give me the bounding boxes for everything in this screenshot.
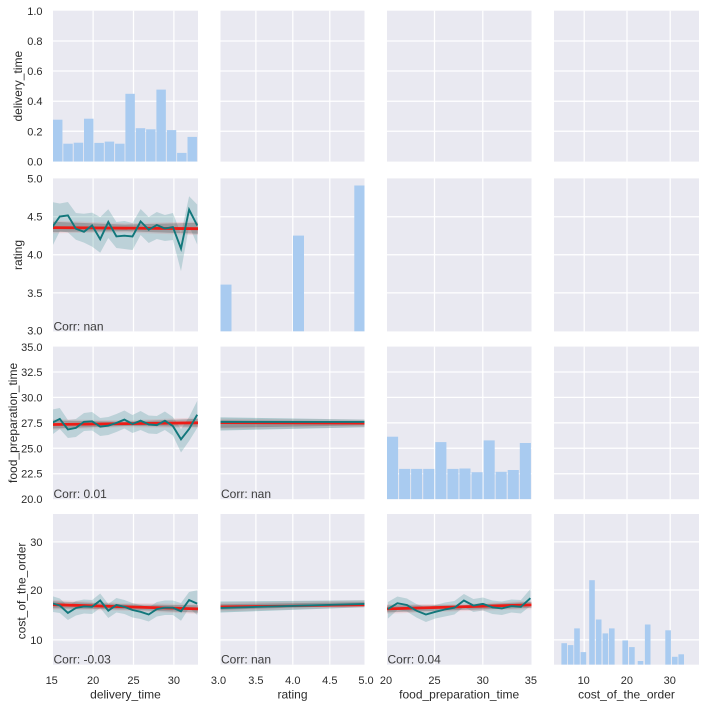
svg-text:3.5: 3.5 xyxy=(248,675,263,687)
svg-text:Corr: 0.04: Corr: 0.04 xyxy=(388,653,442,667)
svg-text:20: 20 xyxy=(87,675,99,687)
svg-text:10: 10 xyxy=(30,635,42,647)
svg-text:delivery_time: delivery_time xyxy=(90,688,161,702)
svg-text:20: 20 xyxy=(30,585,42,597)
svg-text:25: 25 xyxy=(428,675,440,687)
svg-text:0.4: 0.4 xyxy=(27,96,42,108)
svg-text:cost_of_the_order: cost_of_the_order xyxy=(578,688,675,702)
svg-text:4.5: 4.5 xyxy=(322,675,337,687)
svg-text:5.0: 5.0 xyxy=(27,173,42,185)
svg-text:30: 30 xyxy=(477,675,489,687)
svg-text:cost_of_the_order: cost_of_the_order xyxy=(15,543,29,640)
svg-text:35.0: 35.0 xyxy=(21,342,42,354)
svg-text:27.5: 27.5 xyxy=(21,418,42,430)
svg-text:food_preparation_time: food_preparation_time xyxy=(399,688,519,702)
svg-text:Corr: nan: Corr: nan xyxy=(221,487,271,501)
svg-text:20.0: 20.0 xyxy=(21,494,42,506)
svg-text:30: 30 xyxy=(168,675,180,687)
svg-text:Corr: 0.01: Corr: 0.01 xyxy=(54,487,108,501)
svg-text:4.0: 4.0 xyxy=(285,675,300,687)
svg-text:15: 15 xyxy=(46,675,58,687)
svg-text:3.0: 3.0 xyxy=(211,675,226,687)
svg-text:0.8: 0.8 xyxy=(27,36,42,48)
svg-text:Corr: -0.03: Corr: -0.03 xyxy=(54,653,112,667)
svg-text:30.0: 30.0 xyxy=(21,392,42,404)
svg-text:20: 20 xyxy=(621,675,633,687)
svg-text:25.0: 25.0 xyxy=(21,443,42,455)
svg-text:30: 30 xyxy=(30,537,42,549)
svg-text:1.0: 1.0 xyxy=(27,6,42,18)
svg-text:food_preparation_time: food_preparation_time xyxy=(6,363,20,483)
svg-text:Corr: nan: Corr: nan xyxy=(54,319,104,333)
svg-text:0.0: 0.0 xyxy=(27,157,42,169)
svg-text:0.2: 0.2 xyxy=(27,126,42,138)
svg-text:delivery_time: delivery_time xyxy=(11,51,25,122)
svg-text:22.5: 22.5 xyxy=(21,469,42,481)
svg-text:3.5: 3.5 xyxy=(27,288,42,300)
svg-text:0.6: 0.6 xyxy=(27,66,42,78)
svg-text:3.0: 3.0 xyxy=(27,325,42,337)
svg-text:4.0: 4.0 xyxy=(27,250,42,262)
svg-text:10: 10 xyxy=(578,675,590,687)
svg-text:4.5: 4.5 xyxy=(27,212,42,224)
svg-text:5.0: 5.0 xyxy=(358,675,373,687)
svg-text:25: 25 xyxy=(127,675,139,687)
svg-text:rating: rating xyxy=(277,688,307,702)
svg-text:20: 20 xyxy=(380,675,392,687)
svg-text:32.5: 32.5 xyxy=(21,367,42,379)
svg-text:35: 35 xyxy=(525,675,537,687)
svg-text:rating: rating xyxy=(11,240,25,270)
svg-text:30: 30 xyxy=(664,675,676,687)
svg-text:Corr: nan: Corr: nan xyxy=(221,653,271,667)
